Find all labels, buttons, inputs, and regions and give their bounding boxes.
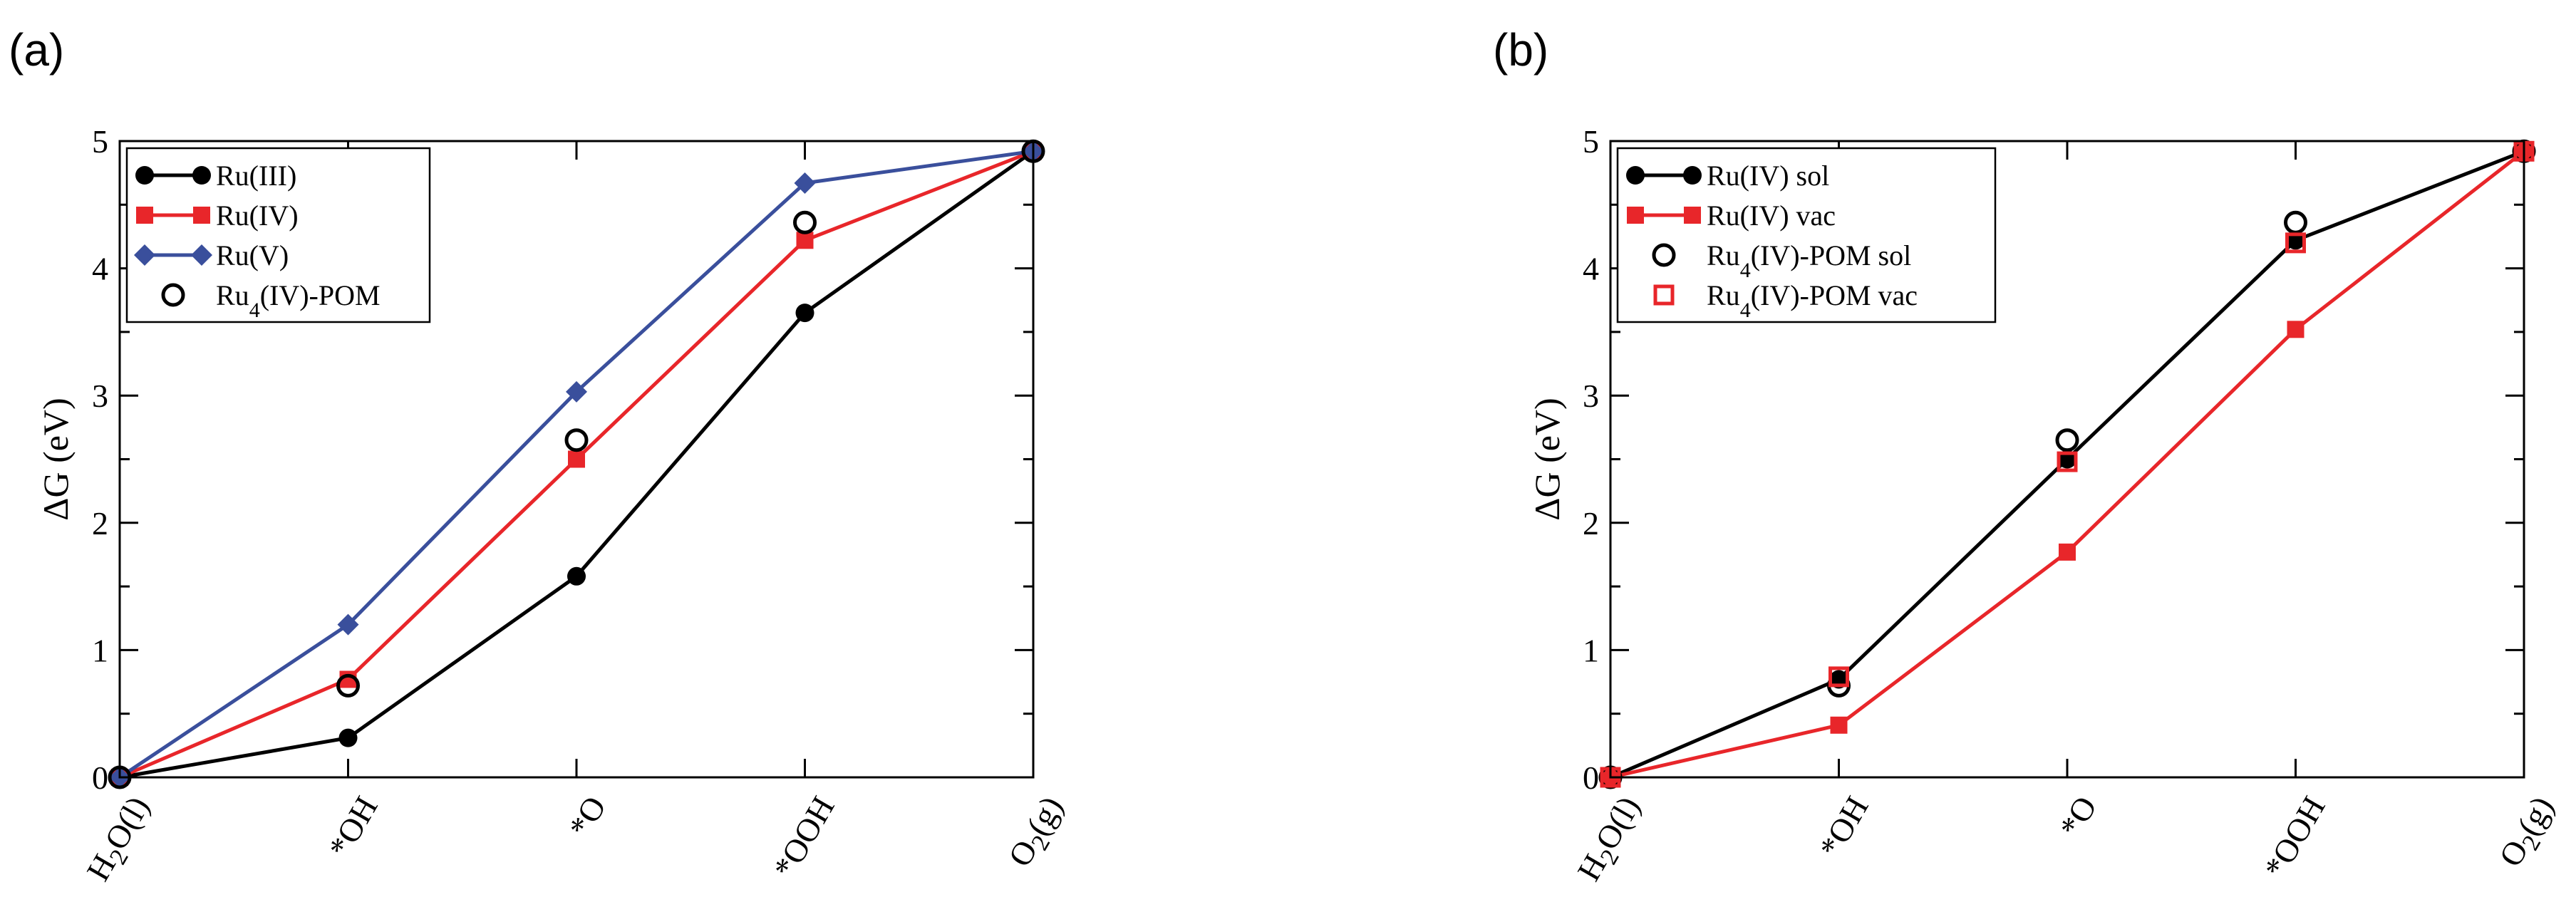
legend-box xyxy=(125,147,431,323)
y-axis-title: ΔG (eV) xyxy=(1527,398,1567,520)
legend-item: Ru(V) xyxy=(134,239,289,271)
legend-label: Ru(V) xyxy=(216,239,289,271)
legend-label: Ru4(IV)-POM xyxy=(216,279,381,322)
x-tick-label: H2O(l) xyxy=(1570,790,1652,890)
data-point xyxy=(2285,232,2306,254)
legend: Ru(IV) sol Ru(IV) vac Ru4(IV)-POM solRu4(I… xyxy=(1616,147,1997,323)
x-tick-label: *OH xyxy=(321,790,385,864)
y-tick-label: 0 xyxy=(92,760,108,796)
x-tick-label: O2(g) xyxy=(2492,790,2565,876)
legend-marker xyxy=(193,207,210,224)
x-tick-label: *O xyxy=(562,790,613,843)
y-tick-label: 2 xyxy=(1583,505,1599,541)
data-point xyxy=(793,210,817,234)
legend: Ru(III) Ru(IV) Ru(V) Ru4(IV)-POM xyxy=(125,147,431,323)
data-point xyxy=(567,566,586,586)
chart-panel-a: (a) ΔG (eV) 0 1 2 3 4 5 H2O(l) *OH *O *OOH O2(g) Ru(I… xyxy=(9,24,1075,890)
plot-area xyxy=(1609,140,2525,779)
legend-marker xyxy=(1652,243,1676,267)
data-point xyxy=(2059,543,2076,561)
x-tick-label: *OOH xyxy=(2257,790,2332,884)
x-tick-label: *O xyxy=(2052,790,2104,843)
legend-box xyxy=(1616,147,1997,323)
legend-marker xyxy=(1627,207,1644,224)
data-point xyxy=(564,428,589,452)
data-point xyxy=(2284,210,2307,234)
panel-label: (b) xyxy=(1493,24,1548,76)
legend-item: Ru(III) xyxy=(135,160,296,192)
legend-marker xyxy=(134,244,155,266)
data-point xyxy=(2287,321,2305,338)
legend-marker xyxy=(1684,207,1701,224)
data-point xyxy=(794,172,816,194)
data-point xyxy=(568,450,585,468)
x-tick-label: H2O(l) xyxy=(79,790,161,890)
legend-item: Ru4(IV)-POM xyxy=(161,279,381,322)
x-tick-label: O2(g) xyxy=(1001,790,1075,876)
legend-marker xyxy=(1653,284,1675,306)
data-point xyxy=(796,232,814,249)
legend-marker xyxy=(1626,166,1645,185)
y-tick-label: 3 xyxy=(92,378,108,414)
legend-item: Ru4(IV)-POM vac xyxy=(1653,279,1918,322)
y-tick-label: 2 xyxy=(92,505,108,541)
panel-label: (a) xyxy=(9,24,64,76)
legend-label: Ru(IV) sol xyxy=(1707,160,1829,192)
data-point xyxy=(1830,716,1848,734)
y-tick-label: 5 xyxy=(1583,123,1599,160)
chart-panel-b: (b) ΔG (eV) 0 1 2 3 4 5 H2O(l) *OH *O *OOH O2(g) Ru(I… xyxy=(1493,24,2565,890)
data-point xyxy=(338,728,358,747)
data-point xyxy=(337,613,359,636)
legend-item: Ru(IV) xyxy=(136,199,299,232)
data-point xyxy=(566,380,587,403)
legend-label: Ru4(IV)-POM sol xyxy=(1707,239,1911,282)
data-point xyxy=(2057,451,2078,472)
y-tick-label: 0 xyxy=(1583,760,1599,796)
legend-marker xyxy=(135,166,154,185)
data-point xyxy=(2055,428,2079,452)
y-tick-label: 4 xyxy=(1583,251,1599,287)
data-point xyxy=(1828,666,1849,688)
y-axis-title: ΔG (eV) xyxy=(36,398,76,520)
y-tick-label: 4 xyxy=(92,251,108,287)
legend-label: Ru(III) xyxy=(216,160,296,192)
legend-label: Ru(IV) vac xyxy=(1707,199,1836,232)
y-tick-label: 3 xyxy=(1583,378,1599,414)
legend-marker xyxy=(192,166,211,185)
legend-marker xyxy=(136,207,153,224)
legend-item: Ru(IV) sol xyxy=(1626,160,1829,192)
legend-item: Ru(IV) vac xyxy=(1627,199,1836,232)
data-point xyxy=(336,673,360,698)
y-tick-label: 5 xyxy=(92,123,108,160)
y-tick-label: 1 xyxy=(1583,632,1599,668)
x-tick-label: *OH xyxy=(1812,790,1876,864)
legend-label: Ru(IV) xyxy=(216,199,299,232)
x-tick-label: *OOH xyxy=(766,790,842,884)
plot-area xyxy=(118,140,1035,779)
legend-marker xyxy=(1683,166,1702,185)
legend-item: Ru4(IV)-POM sol xyxy=(1652,239,1911,282)
data-point xyxy=(795,304,814,323)
legend-marker xyxy=(191,244,212,266)
legend-label: Ru4(IV)-POM vac xyxy=(1707,279,1918,322)
legend-marker xyxy=(161,283,185,307)
y-tick-label: 1 xyxy=(92,632,108,668)
